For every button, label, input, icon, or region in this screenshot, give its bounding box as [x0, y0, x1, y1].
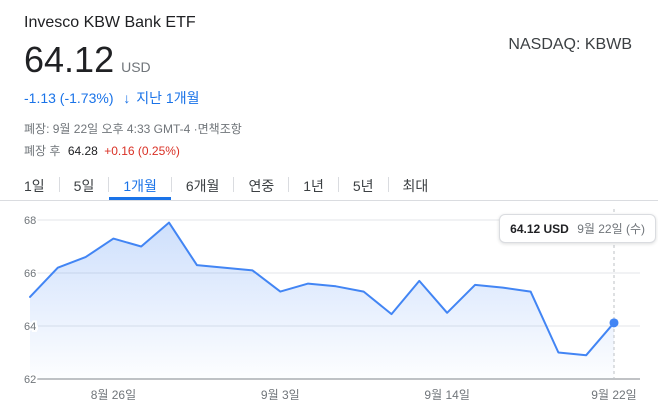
x-axis-label: 9월 3일 — [261, 388, 300, 402]
stock-header: Invesco KBW Bank ETF NASDAQ: KBWB 64.12 … — [0, 0, 658, 159]
tooltip-date: 9월 22일 (수) — [577, 222, 645, 236]
tab-separator — [387, 177, 389, 192]
tab-separator — [288, 177, 290, 192]
current-price: 64.12 — [24, 39, 115, 80]
after-hours-label: 폐장 후 — [24, 144, 61, 158]
change-period-label: 지난 1개월 — [136, 90, 200, 106]
tab-separator — [58, 177, 60, 192]
exchange-ticker: NASDAQ: KBWB — [508, 36, 632, 53]
y-axis-label: 68 — [24, 215, 36, 227]
after-hours-row: 폐장 후 64.28 +0.16 (0.25%) — [24, 142, 634, 159]
close-info: 폐장: 9월 22일 오후 4:33 GMT-4 · — [24, 122, 198, 136]
after-hours-change: +0.16 (0.25%) — [104, 144, 180, 158]
y-axis-label: 66 — [24, 268, 36, 280]
tab-1d[interactable]: 1일 — [24, 178, 45, 194]
time-range-tabs: 1일 5일 1개월 6개월 연중 1년 5년 최대 — [0, 169, 658, 201]
tooltip-price: 64.12 USD — [510, 222, 569, 236]
tab-separator — [108, 177, 110, 192]
tab-separator — [337, 177, 339, 192]
tab-1m[interactable]: 1개월 — [109, 169, 171, 200]
price-line — [29, 221, 615, 357]
tab-separator — [233, 177, 235, 192]
stock-title: Invesco KBW Bank ETF — [24, 14, 196, 31]
price-row: 64.12 USD — [24, 39, 634, 81]
price-chart[interactable]: 62 64 66 68 8월 26일 9월 3일 9월 14일 9월 22일 64.12 US… — [0, 204, 658, 412]
tab-5y[interactable]: 5년 — [352, 178, 374, 194]
tab-ytd[interactable]: 연중 — [248, 178, 275, 194]
chart-tooltip: 64.12 USD 9월 22일 (수) — [499, 214, 656, 243]
y-axis-label: 62 — [24, 374, 36, 386]
price-chart-svg: 62 64 66 68 8월 26일 9월 3일 9월 14일 9월 22일 — [22, 209, 640, 402]
tab-6m[interactable]: 6개월 — [185, 178, 220, 194]
tab-max[interactable]: 최대 — [402, 178, 429, 194]
y-axis-label: 64 — [24, 321, 36, 333]
x-axis-label: 8월 26일 — [91, 388, 136, 402]
down-arrow-icon: ↓ — [123, 90, 131, 106]
price-change-row: -1.13 (-1.73%) ↓ 지난 1개월 — [24, 88, 634, 108]
tab-1y[interactable]: 1년 — [303, 178, 324, 194]
market-close-row: 폐장: 9월 22일 오후 4:33 GMT-4 ·면책조항 — [24, 120, 634, 137]
price-change: -1.13 (-1.73%) — [24, 90, 114, 106]
after-hours-price: 64.28 — [67, 144, 98, 158]
tab-separator — [170, 177, 172, 192]
tab-5d[interactable]: 5일 — [73, 178, 95, 194]
endpoint-dot — [609, 318, 619, 328]
area-fill — [30, 222, 614, 379]
currency-label: USD — [121, 59, 151, 75]
x-axis-label: 9월 22일 — [591, 388, 636, 402]
x-axis-label: 9월 14일 — [424, 388, 469, 402]
disclaimer-link[interactable]: 면책조항 — [197, 122, 242, 136]
